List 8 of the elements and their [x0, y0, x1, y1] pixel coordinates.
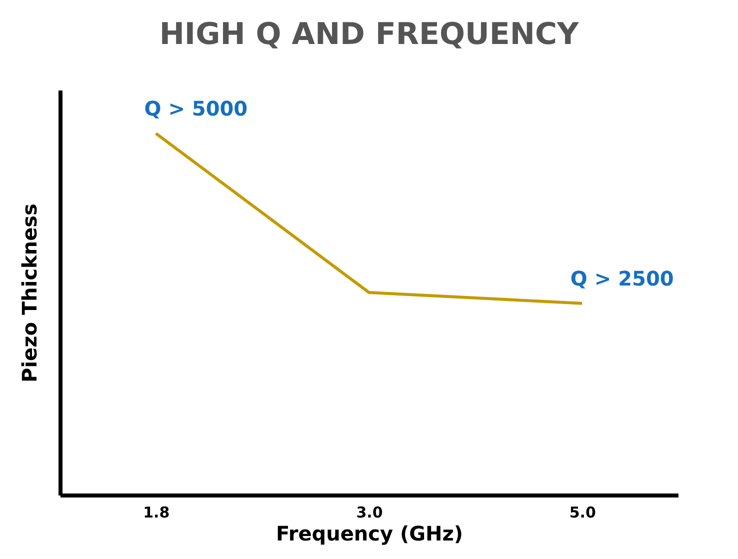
- annotation: Q > 5000: [144, 96, 248, 120]
- y-axis-title: Piezo Thickness: [18, 204, 42, 382]
- x-tick-label: 5.0: [569, 504, 596, 522]
- annotation: Q > 2500: [570, 266, 674, 290]
- x-tick-label: 3.0: [356, 504, 383, 522]
- x-axis-title: Frequency (GHz): [276, 522, 464, 546]
- x-tick-label: 1.8: [143, 504, 170, 522]
- chart-title: HIGH Q AND FREQUENCY: [159, 17, 580, 52]
